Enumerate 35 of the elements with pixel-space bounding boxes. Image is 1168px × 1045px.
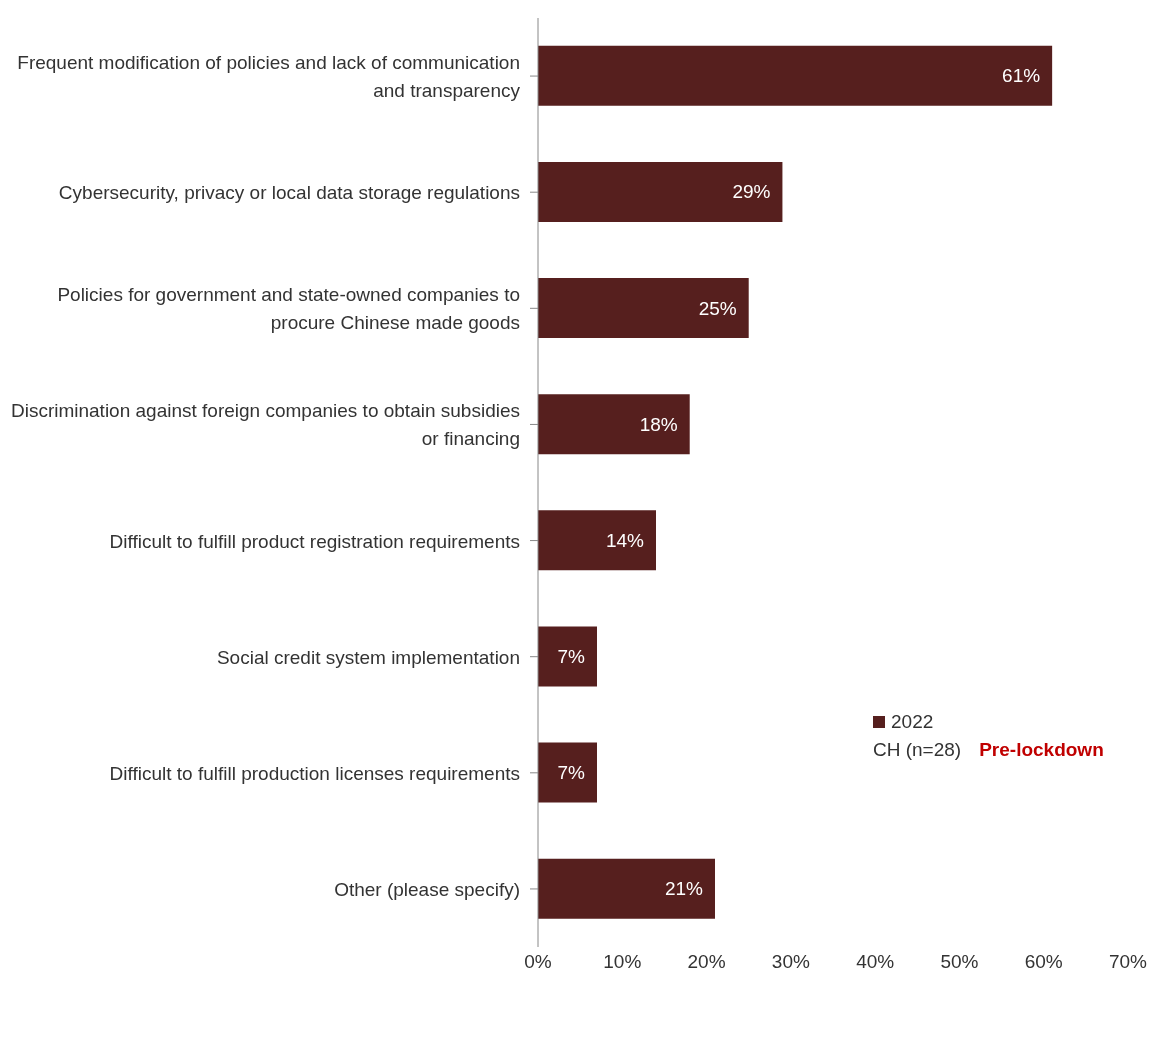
y-tick-label: Frequent modification of policies and lack of communication and transparency <box>17 51 521 101</box>
bar <box>538 858 715 919</box>
y-tick-label: Other (please specify) <box>334 878 520 900</box>
data-label: 7% <box>557 762 586 784</box>
y-tick-label: Discrimination against foreign companies to obtain subsidies or financing <box>10 399 520 449</box>
data-label: 21% <box>664 878 704 900</box>
data-label: 25% <box>698 297 737 319</box>
data-label: 7% <box>557 645 586 667</box>
x-tick-label: 40% <box>856 951 895 973</box>
data-label: 18% <box>639 413 678 435</box>
y-tick-label: Difficult to fulfill production licenses requirements <box>109 762 520 784</box>
x-tick-label: 70% <box>1108 951 1148 973</box>
data-label: 61% <box>1002 65 1041 87</box>
data-label: 14% <box>605 529 645 551</box>
y-tick-label: Cybersecurity, privacy or local data storage regulations <box>58 181 520 203</box>
bar <box>538 742 597 803</box>
bar <box>538 162 783 222</box>
x-tick-label: 10% <box>603 951 642 973</box>
legend-label: 2022 <box>891 710 934 734</box>
x-tick-label: 0% <box>524 951 552 973</box>
x-tick-label: 50% <box>940 951 979 973</box>
y-tick-label: Policies for government and state-owned companies to procure Chinese made goods <box>57 283 520 333</box>
x-tick-label: 30% <box>771 951 810 973</box>
annotation: CH (n=28) <box>873 738 962 762</box>
y-tick-label: Difficult to fulfill product registration requirements <box>109 530 520 552</box>
annotation: Pre-lockdown <box>979 738 1104 762</box>
x-tick-label: 60% <box>1024 951 1063 973</box>
x-tick-label: 20% <box>687 951 726 973</box>
bar <box>538 45 1053 106</box>
y-tick-label: Social credit system implementation <box>216 646 520 668</box>
bar <box>538 278 749 339</box>
data-label: 29% <box>732 181 771 203</box>
bar <box>538 510 656 571</box>
bar <box>538 394 690 455</box>
bar <box>538 626 597 687</box>
